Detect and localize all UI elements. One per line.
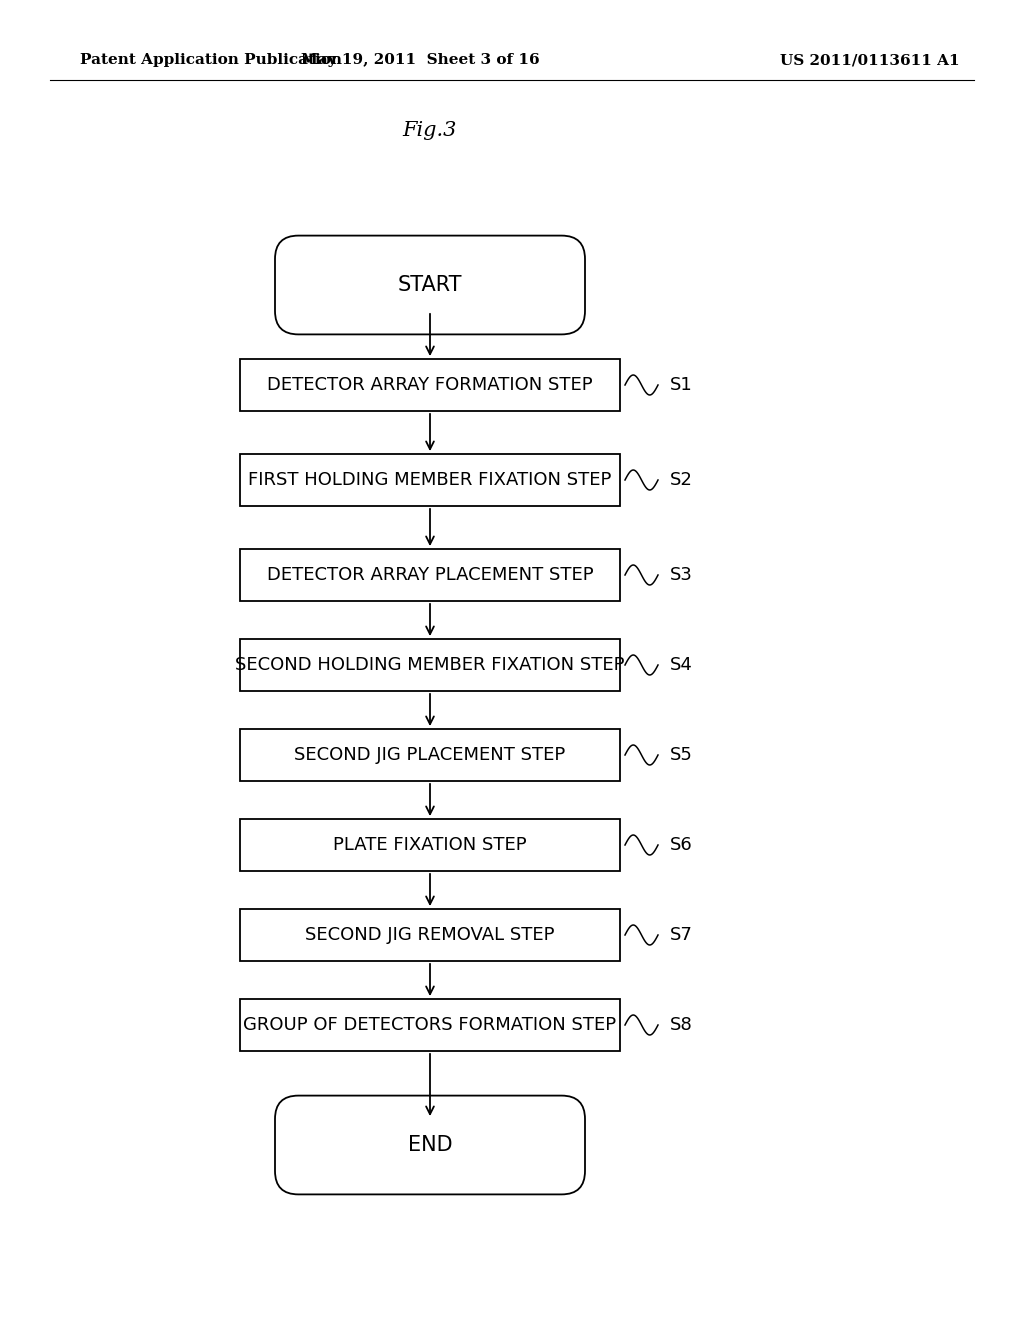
Text: FIRST HOLDING MEMBER FIXATION STEP: FIRST HOLDING MEMBER FIXATION STEP [248, 471, 611, 488]
Bar [240, 549, 620, 601]
Text: S7: S7 [670, 927, 693, 944]
FancyBboxPatch shape [275, 1096, 585, 1195]
Text: DETECTOR ARRAY FORMATION STEP: DETECTOR ARRAY FORMATION STEP [267, 376, 593, 393]
Text: GROUP OF DETECTORS FORMATION STEP: GROUP OF DETECTORS FORMATION STEP [244, 1016, 616, 1034]
Text: Patent Application Publication: Patent Application Publication [80, 53, 342, 67]
Text: S8: S8 [670, 1016, 693, 1034]
Text: May 19, 2011  Sheet 3 of 16: May 19, 2011 Sheet 3 of 16 [301, 53, 540, 67]
Text: Fig.3: Fig.3 [402, 120, 457, 140]
Text: S2: S2 [670, 471, 693, 488]
Text: S4: S4 [670, 656, 693, 675]
Text: DETECTOR ARRAY PLACEMENT STEP: DETECTOR ARRAY PLACEMENT STEP [266, 566, 593, 583]
Text: S5: S5 [670, 746, 693, 764]
Text: END: END [408, 1135, 453, 1155]
Text: SECOND HOLDING MEMBER FIXATION STEP: SECOND HOLDING MEMBER FIXATION STEP [236, 656, 625, 675]
Text: START: START [397, 275, 462, 294]
Text: S3: S3 [670, 566, 693, 583]
Bar [240, 359, 620, 411]
Text: SECOND JIG REMOVAL STEP: SECOND JIG REMOVAL STEP [305, 927, 555, 944]
Bar [240, 999, 620, 1051]
Text: PLATE FIXATION STEP: PLATE FIXATION STEP [333, 836, 526, 854]
Bar [240, 818, 620, 871]
Bar [240, 639, 620, 690]
Text: US 2011/0113611 A1: US 2011/0113611 A1 [780, 53, 959, 67]
Bar [240, 729, 620, 781]
Text: S6: S6 [670, 836, 693, 854]
Text: SECOND JIG PLACEMENT STEP: SECOND JIG PLACEMENT STEP [294, 746, 565, 764]
Text: S1: S1 [670, 376, 693, 393]
Bar [240, 454, 620, 506]
Bar [240, 909, 620, 961]
FancyBboxPatch shape [275, 235, 585, 334]
